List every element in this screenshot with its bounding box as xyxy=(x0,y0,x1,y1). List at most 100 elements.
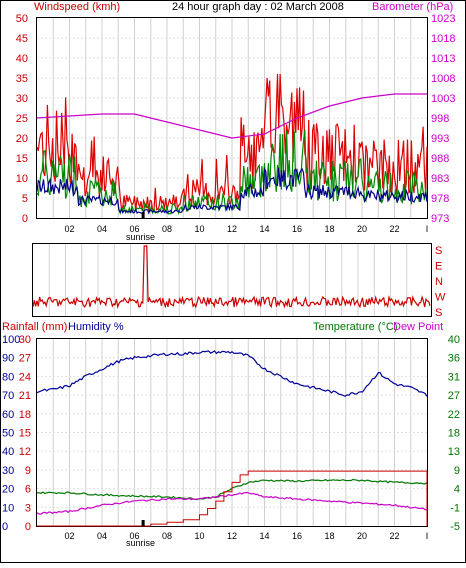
humidity-tick: 90 xyxy=(2,353,14,365)
wind-x-tick: 10 xyxy=(194,224,204,234)
wind-left-tick: 10 xyxy=(16,173,28,185)
wind-right-tick: 978 xyxy=(431,193,449,205)
direction-tick: S xyxy=(435,307,442,319)
rain-tick: 15 xyxy=(19,428,31,440)
wind-x-tick: I xyxy=(426,224,429,234)
rain-tick: 24 xyxy=(19,371,31,383)
humidity-tick: 70 xyxy=(2,390,14,402)
rain-tick: 6 xyxy=(25,484,31,496)
bottom-x-tick: 18 xyxy=(324,531,334,541)
data-series xyxy=(32,73,431,527)
bottom-panel-frame xyxy=(36,338,428,527)
temperature-tick: -5 xyxy=(450,521,460,533)
sunrise-label-bottom: sunrise xyxy=(126,538,155,548)
humidity-tick: 100 xyxy=(2,334,20,346)
humidity-tick: 20 xyxy=(2,484,14,496)
wind-x-tick: 08 xyxy=(162,224,172,234)
bottom-x-tick: 12 xyxy=(227,531,237,541)
temperature-tick: 9 xyxy=(454,465,460,477)
rain-tick: 30 xyxy=(19,334,31,346)
temperature-tick: 27 xyxy=(448,390,460,402)
wind-right-tick: 983 xyxy=(431,173,449,185)
wind-x-tick: 12 xyxy=(227,224,237,234)
temperature-tick: 4 xyxy=(454,484,460,496)
axis-ticks: 0510152025303540455097397898398899399810… xyxy=(2,13,460,541)
bottom-x-tick: 08 xyxy=(162,531,172,541)
windspeed-label: Windspeed (kmh) xyxy=(34,1,120,13)
humidity-label: Humidity % xyxy=(68,321,124,333)
wind-right-tick: 1008 xyxy=(431,73,455,85)
graph-title: 24 hour graph day : 02 March 2008 xyxy=(172,1,344,13)
wind-right-tick: 1018 xyxy=(431,33,455,45)
bottom-x-tick: 22 xyxy=(389,531,399,541)
rainfall-label: Rainfall (mm) xyxy=(2,321,67,333)
bottom-x-tick: 20 xyxy=(357,531,367,541)
temperature-tick: 13 xyxy=(448,446,460,458)
wind-gust-line xyxy=(36,73,428,212)
wind-left-tick: 35 xyxy=(16,73,28,85)
humidity-line xyxy=(36,350,428,397)
wind-right-tick: 973 xyxy=(431,213,449,225)
direction-tick: N xyxy=(435,276,443,288)
rain-tick: 27 xyxy=(19,353,31,365)
wind-left-tick: 45 xyxy=(16,33,28,45)
wind-left-tick: 40 xyxy=(16,53,28,65)
temperature-tick: -1 xyxy=(450,502,460,514)
rainfall-line xyxy=(37,470,427,527)
sunrise-marker-bottom xyxy=(141,520,145,526)
wind-right-tick: 998 xyxy=(431,113,449,125)
wind-right-tick: 1023 xyxy=(431,13,455,25)
bottom-x-tick: 10 xyxy=(194,531,204,541)
humidity-tick: 40 xyxy=(2,446,14,458)
wind-left-tick: 15 xyxy=(16,153,28,165)
sunrise-label-top: sunrise xyxy=(126,232,155,242)
wind-left-tick: 20 xyxy=(16,133,28,145)
direction-tick: E xyxy=(435,261,442,273)
wind-left-tick: 0 xyxy=(22,213,28,225)
wind-x-tick: 20 xyxy=(357,224,367,234)
rain-tick: 18 xyxy=(19,409,31,421)
barometer-line xyxy=(36,93,427,139)
wind-right-tick: 988 xyxy=(431,153,449,165)
humidity-tick: 10 xyxy=(2,502,14,514)
wind-left-tick: 25 xyxy=(16,113,28,125)
wind-left-tick: 5 xyxy=(22,193,28,205)
barometer-label: Barometer (hPa) xyxy=(372,1,453,13)
temperature-tick: 40 xyxy=(448,334,460,346)
direction-panel-frame xyxy=(32,243,432,317)
wind-x-tick: 04 xyxy=(97,224,107,234)
wind-panel-frame xyxy=(36,17,428,219)
wind-average-line xyxy=(36,129,428,216)
wind-left-tick: 50 xyxy=(16,13,28,25)
temperature-tick: 22 xyxy=(448,409,460,421)
humidity-tick: 60 xyxy=(2,409,14,421)
humidity-tick: 50 xyxy=(2,428,14,440)
wind-direction-line xyxy=(32,245,431,310)
temperature-tick: 31 xyxy=(448,371,460,383)
temperature-tick: 18 xyxy=(448,428,460,440)
rain-tick: 9 xyxy=(25,465,31,477)
rain-tick: 0 xyxy=(25,521,31,533)
wind-x-tick: 14 xyxy=(259,224,269,234)
bottom-x-tick: 16 xyxy=(292,531,302,541)
sunrise-marker-top xyxy=(141,212,145,218)
rain-tick: 3 xyxy=(25,502,31,514)
wind-right-tick: 993 xyxy=(431,133,449,145)
direction-tick: W xyxy=(435,292,446,304)
wind-left-tick: 30 xyxy=(16,93,28,105)
humidity-tick: 30 xyxy=(2,465,14,477)
temperature-tick: 36 xyxy=(448,353,460,365)
bottom-x-tick: 14 xyxy=(259,531,269,541)
bottom-x-tick: 02 xyxy=(64,531,74,541)
bottom-x-tick: I xyxy=(426,531,429,541)
wind-x-tick: 18 xyxy=(324,224,334,234)
humidity-tick: 80 xyxy=(2,371,14,383)
wind-smoothed-line xyxy=(36,166,428,215)
rain-tick: 21 xyxy=(19,390,31,402)
direction-tick: S xyxy=(435,245,442,257)
temperature-label: Temperature (°C) xyxy=(313,321,397,333)
wind-right-tick: 1003 xyxy=(431,93,455,105)
bottom-x-tick: 04 xyxy=(97,531,107,541)
